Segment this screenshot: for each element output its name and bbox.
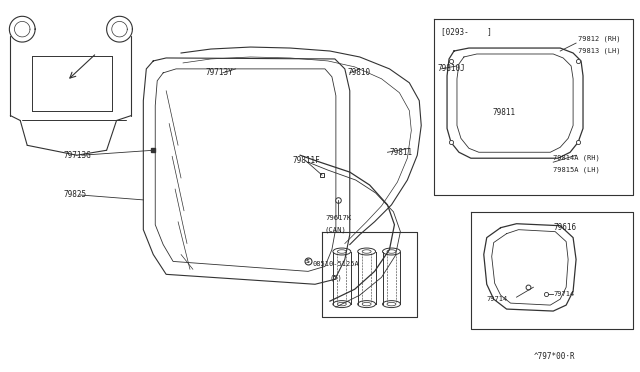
Text: 79825: 79825 — [64, 190, 87, 199]
Text: 79714: 79714 — [553, 291, 575, 297]
Text: ^797*00·R: ^797*00·R — [533, 352, 575, 361]
Text: 79815A (LH): 79815A (LH) — [553, 167, 600, 173]
Text: 79814A (RH): 79814A (RH) — [553, 155, 600, 161]
Text: 79714: 79714 — [487, 296, 508, 302]
Text: 79616: 79616 — [553, 223, 577, 232]
Text: 79713Y: 79713Y — [206, 68, 234, 77]
Text: 79811: 79811 — [492, 108, 515, 117]
Text: 79810J: 79810J — [437, 64, 465, 73]
Text: 79810: 79810 — [348, 68, 371, 77]
Text: 79811F: 79811F — [292, 156, 320, 165]
Text: 08510-5125A: 08510-5125A — [312, 262, 359, 267]
Text: 79813 (LH): 79813 (LH) — [578, 48, 621, 54]
Text: 79617K: 79617K — [325, 215, 351, 221]
Text: 79713G: 79713G — [64, 151, 92, 160]
Text: 79812 (RH): 79812 (RH) — [578, 36, 621, 42]
Text: 79811: 79811 — [390, 148, 413, 157]
Text: [0293-    ]: [0293- ] — [441, 27, 492, 36]
Text: S: S — [306, 259, 310, 264]
Text: (5): (5) — [330, 274, 342, 280]
Text: (CAN): (CAN) — [325, 227, 347, 233]
